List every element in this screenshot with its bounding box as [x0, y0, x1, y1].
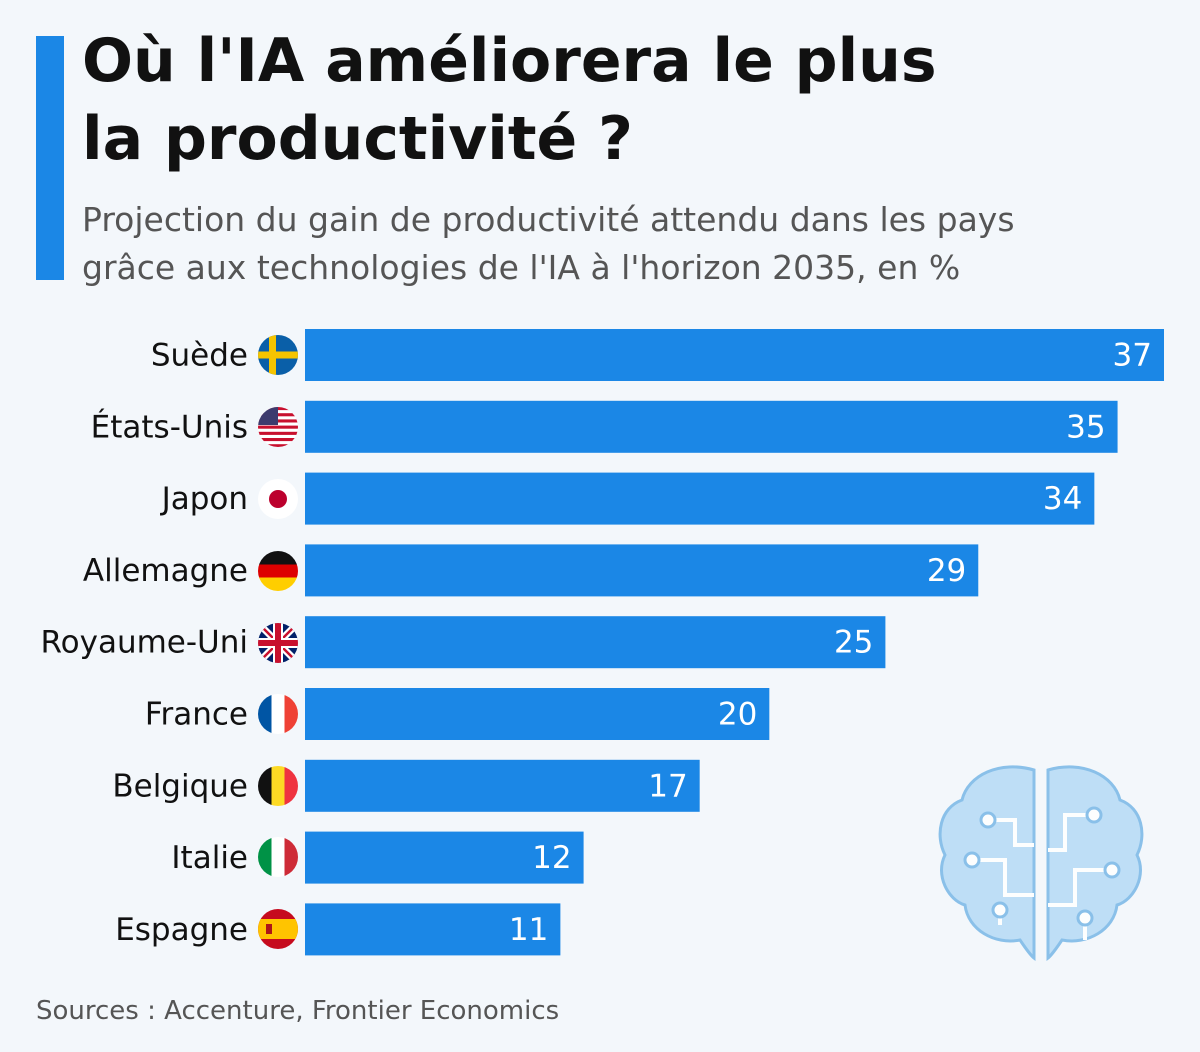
category-label: Italie [171, 840, 248, 876]
bar [305, 472, 1095, 525]
bar [305, 688, 770, 740]
brain-illustration [938, 765, 1144, 962]
flag [258, 407, 298, 447]
accent-bar [36, 36, 64, 280]
value-label: 20 [718, 697, 757, 733]
source: Sources : Accenture, Frontier Economics [36, 996, 560, 1026]
category-label: Belgique [112, 768, 248, 804]
flag [258, 837, 298, 877]
value-label: 12 [532, 840, 571, 876]
value-label: 17 [648, 768, 687, 804]
bar [305, 759, 700, 812]
value-label: 29 [927, 553, 966, 589]
value-label: 25 [834, 625, 873, 661]
chart-subtitle: Projection du gain de productivité atten… [82, 200, 1015, 287]
category-label: États-Unis [91, 409, 248, 445]
category-label: Royaume-Uni [40, 625, 248, 661]
bar [305, 616, 886, 669]
category-label: Suède [151, 338, 248, 374]
value-label: 11 [509, 912, 548, 948]
flag [258, 694, 298, 734]
chart-title: Où l'IA améliorera le plus la productivi… [82, 26, 937, 174]
category-label: France [145, 697, 248, 733]
flag [258, 766, 298, 806]
value-label: 34 [1043, 481, 1082, 517]
value-label: 35 [1066, 409, 1105, 445]
category-label: Japon [160, 481, 248, 517]
bar [305, 903, 561, 956]
value-label: 37 [1113, 338, 1152, 374]
flag [258, 909, 298, 949]
flag [258, 335, 298, 375]
flag [258, 623, 298, 663]
flags [258, 335, 298, 949]
bar [305, 400, 1118, 453]
flag [258, 551, 298, 591]
flag [258, 479, 298, 519]
category-label: Allemagne [83, 553, 248, 589]
category-label: Espagne [115, 912, 248, 948]
bar [305, 329, 1164, 381]
bar [305, 831, 584, 884]
bar [305, 544, 979, 597]
